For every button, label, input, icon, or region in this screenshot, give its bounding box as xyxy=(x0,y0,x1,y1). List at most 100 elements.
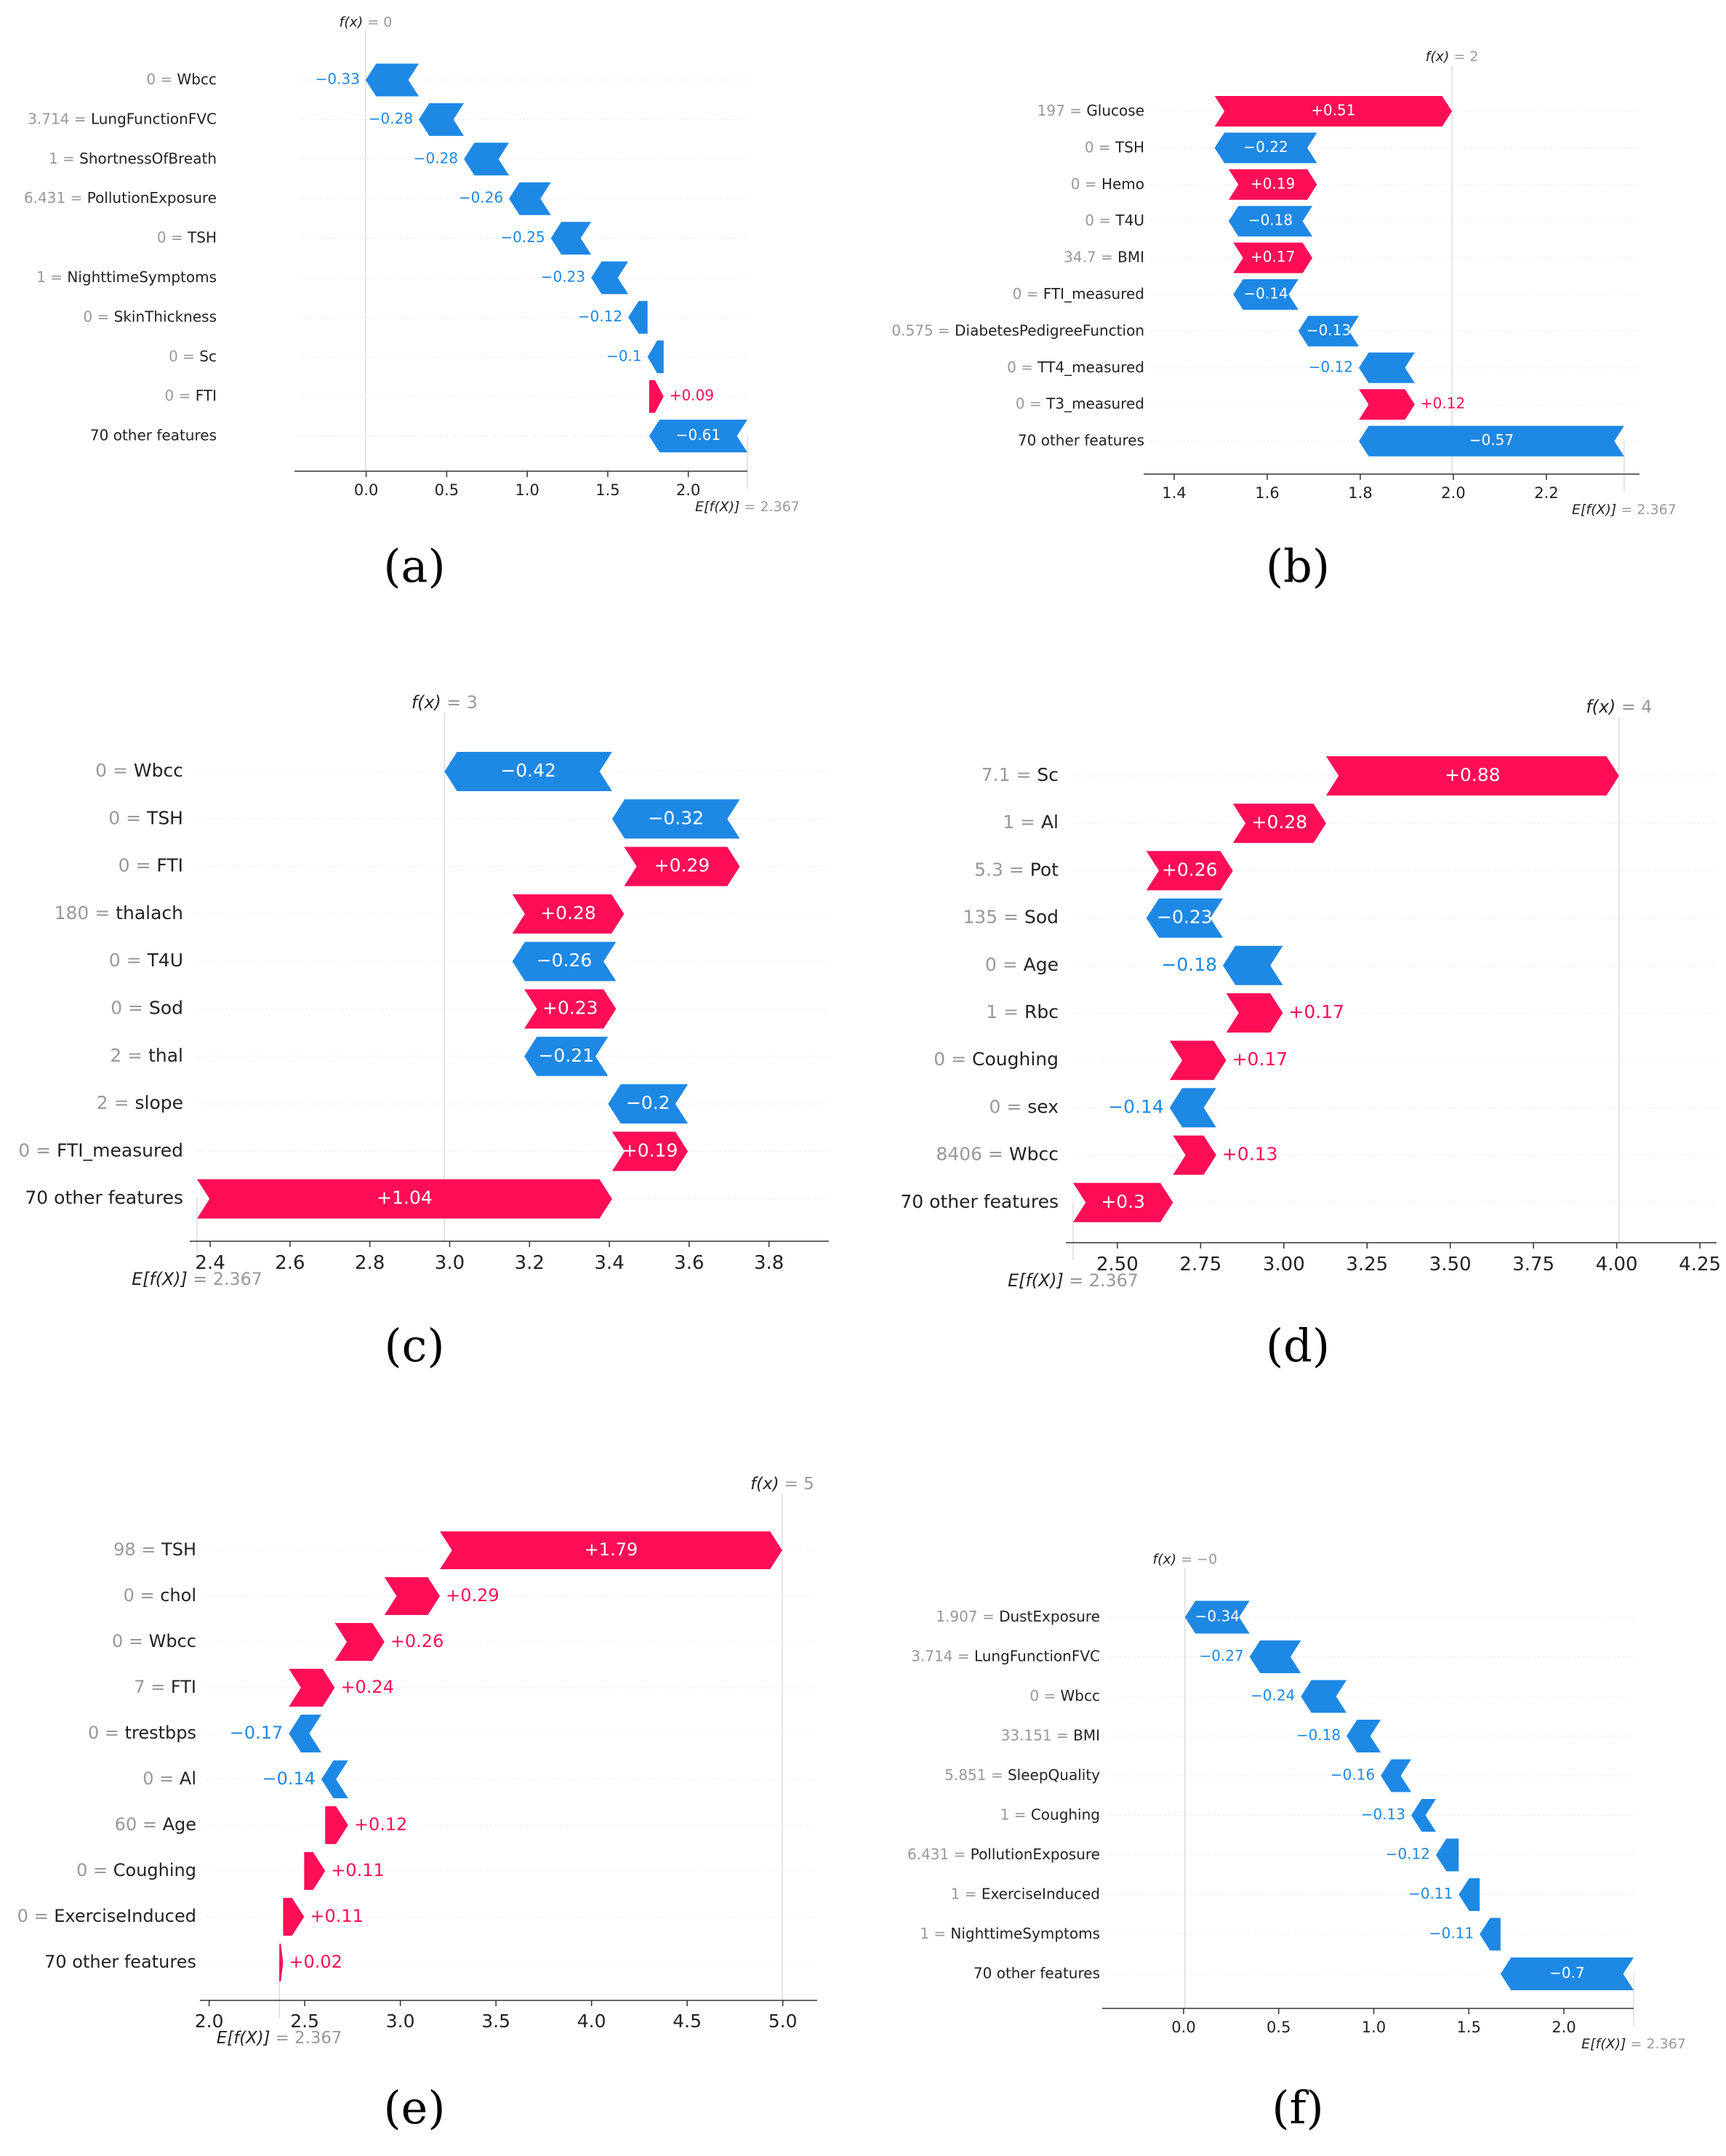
x-tick-label: 1.8 xyxy=(1348,484,1372,502)
fx-symbol: f(x) xyxy=(1426,49,1450,65)
contribution-label: +0.88 xyxy=(1445,764,1501,785)
contribution-label: −0.13 xyxy=(1306,321,1351,339)
bar-fti xyxy=(624,846,740,886)
feature-label: 0 = Wbcc xyxy=(112,1631,196,1651)
feature-value: 135 = xyxy=(963,907,1024,928)
waterfall-panel-6: −0.34 1.907 = DustExposure −0.27 3.714 = Lu… xyxy=(907,1552,1686,2135)
bar-rbc xyxy=(1226,993,1283,1033)
bar-70-other-features xyxy=(1500,1957,1634,1990)
bar-nighttimesymptoms xyxy=(591,261,629,294)
feature-label: 0 = FTI xyxy=(119,855,183,876)
feature-name: trestbps xyxy=(125,1723,196,1743)
feature-name: TSH xyxy=(146,807,183,828)
feature-name: 70 other features xyxy=(974,1964,1100,1981)
feature-value: 197 = xyxy=(1037,102,1087,119)
feature-label: 70 other features xyxy=(974,1964,1100,1981)
x-tick-label: 4.0 xyxy=(577,2011,606,2032)
feature-value: 3.714 = xyxy=(28,110,91,127)
fx-label: f(x) = −0 xyxy=(1152,1552,1217,1568)
feature-label: 5.3 = Pot xyxy=(974,859,1059,880)
bar-tsh xyxy=(611,799,740,839)
bar-coughing xyxy=(304,1852,326,1890)
x-tick-label: 3.0 xyxy=(386,2011,415,2032)
feature-label: 1.907 = DustExposure xyxy=(936,1608,1100,1625)
panel-caption: (e) xyxy=(383,2081,445,2134)
fx-value: = 4 xyxy=(1615,697,1652,717)
contribution-label: −0.14 xyxy=(262,1768,316,1789)
feature-label: 34.7 = BMI xyxy=(1064,248,1144,265)
contribution-label: +0.29 xyxy=(446,1585,499,1606)
contribution-label: +0.28 xyxy=(1252,811,1308,833)
contribution-label: −0.12 xyxy=(578,308,622,325)
bar-tsh xyxy=(550,222,592,255)
feature-name: Wbcc xyxy=(1009,1144,1059,1165)
feature-value: 0 = xyxy=(83,308,113,325)
feature-label: 0 = FTI xyxy=(165,387,217,404)
contribution-label: +0.23 xyxy=(542,998,598,1019)
waterfall-panel-1: −0.33 0 = Wbcc −0.28 3.714 = LungFunctionFV… xyxy=(24,15,800,593)
feature-value: 98 = xyxy=(113,1539,161,1560)
feature-value: 1 = xyxy=(36,268,67,286)
bar-fti xyxy=(649,380,664,413)
contribution-label: −0.12 xyxy=(1309,358,1353,375)
contribution-label: −0.28 xyxy=(414,149,458,167)
contribution-label: −0.42 xyxy=(500,760,556,781)
bar-70-other-features xyxy=(1073,1182,1173,1222)
x-tick-label: 3.2 xyxy=(515,1252,545,1274)
feature-name: TT4_measured xyxy=(1037,358,1144,375)
x-tick-label: 2.0 xyxy=(195,2011,224,2032)
feature-label: 6.431 = PollutionExposure xyxy=(24,189,217,207)
feature-name: PollutionExposure xyxy=(87,189,217,207)
fx-value: = 3 xyxy=(441,692,478,713)
contribution-label: +0.24 xyxy=(340,1677,394,1697)
bar-pollutionexposure xyxy=(1436,1838,1459,1872)
bar-skinthickness xyxy=(628,300,648,334)
fx-value: = 0 xyxy=(363,15,392,31)
bar-hemo xyxy=(1228,169,1317,200)
contribution-label: −0.18 xyxy=(1248,212,1293,229)
x-tick-label: 3.75 xyxy=(1512,1254,1554,1275)
bar-sex xyxy=(1169,1088,1216,1128)
contribution-label: +0.17 xyxy=(1288,1001,1344,1022)
x-tick-label: 2.50 xyxy=(1096,1254,1139,1275)
feature-label: 70 other features xyxy=(90,426,217,444)
feature-label: 1 = NighttimeSymptoms xyxy=(36,268,217,286)
contribution-label: −0.14 xyxy=(1243,285,1288,302)
contribution-label: −0.17 xyxy=(230,1723,284,1743)
feature-value: 6.431 = xyxy=(24,189,87,207)
expected-value: = 2.367 xyxy=(1616,502,1676,518)
feature-label: 2 = slope xyxy=(97,1092,183,1113)
feature-label: 8406 = Wbcc xyxy=(936,1144,1059,1165)
feature-name: T4U xyxy=(147,950,183,971)
feature-value: 0 = xyxy=(18,1139,57,1161)
bar-tsh xyxy=(440,1531,782,1569)
feature-value: 0 = xyxy=(1085,138,1115,156)
feature-label: 33.151 = BMI xyxy=(1001,1726,1100,1744)
x-tick-label: 2.8 xyxy=(355,1252,385,1274)
bar-sc xyxy=(1325,756,1619,796)
bar-70-other-features xyxy=(197,1179,612,1219)
expected-value: = 2.367 xyxy=(188,1269,262,1289)
feature-name: Hemo xyxy=(1101,175,1144,192)
expected-symbol: E[f(X)] xyxy=(1572,502,1616,518)
feature-value: 1.907 = xyxy=(936,1608,999,1625)
feature-label: 1 = ShortnessOfBreath xyxy=(49,149,217,167)
x-tick-label: 4.25 xyxy=(1679,1254,1721,1275)
feature-value: 0 = xyxy=(165,387,196,404)
expected-symbol: E[f(X)] xyxy=(132,1269,188,1289)
feature-label: 0 = FTI_measured xyxy=(1013,285,1144,302)
bar-trestbps xyxy=(289,1715,322,1752)
contribution-label: −0.23 xyxy=(1157,907,1213,928)
fx-symbol: f(x) xyxy=(1152,1552,1176,1568)
contribution-label: +0.19 xyxy=(1251,175,1295,192)
contribution-label: +0.3 xyxy=(1101,1191,1145,1212)
feature-value: 0 = xyxy=(143,1768,180,1789)
feature-value: 6.431 = xyxy=(907,1846,971,1863)
feature-label: 2 = thal xyxy=(110,1045,183,1066)
feature-label: 0 = T3_measured xyxy=(1016,395,1144,412)
feature-value: 1 = xyxy=(986,1001,1024,1022)
bar-diabetespedigreefunction xyxy=(1298,316,1360,347)
fx-value: = 5 xyxy=(779,1475,814,1494)
feature-label: 180 = thalach xyxy=(55,902,183,923)
contribution-label: +0.26 xyxy=(1162,859,1218,880)
